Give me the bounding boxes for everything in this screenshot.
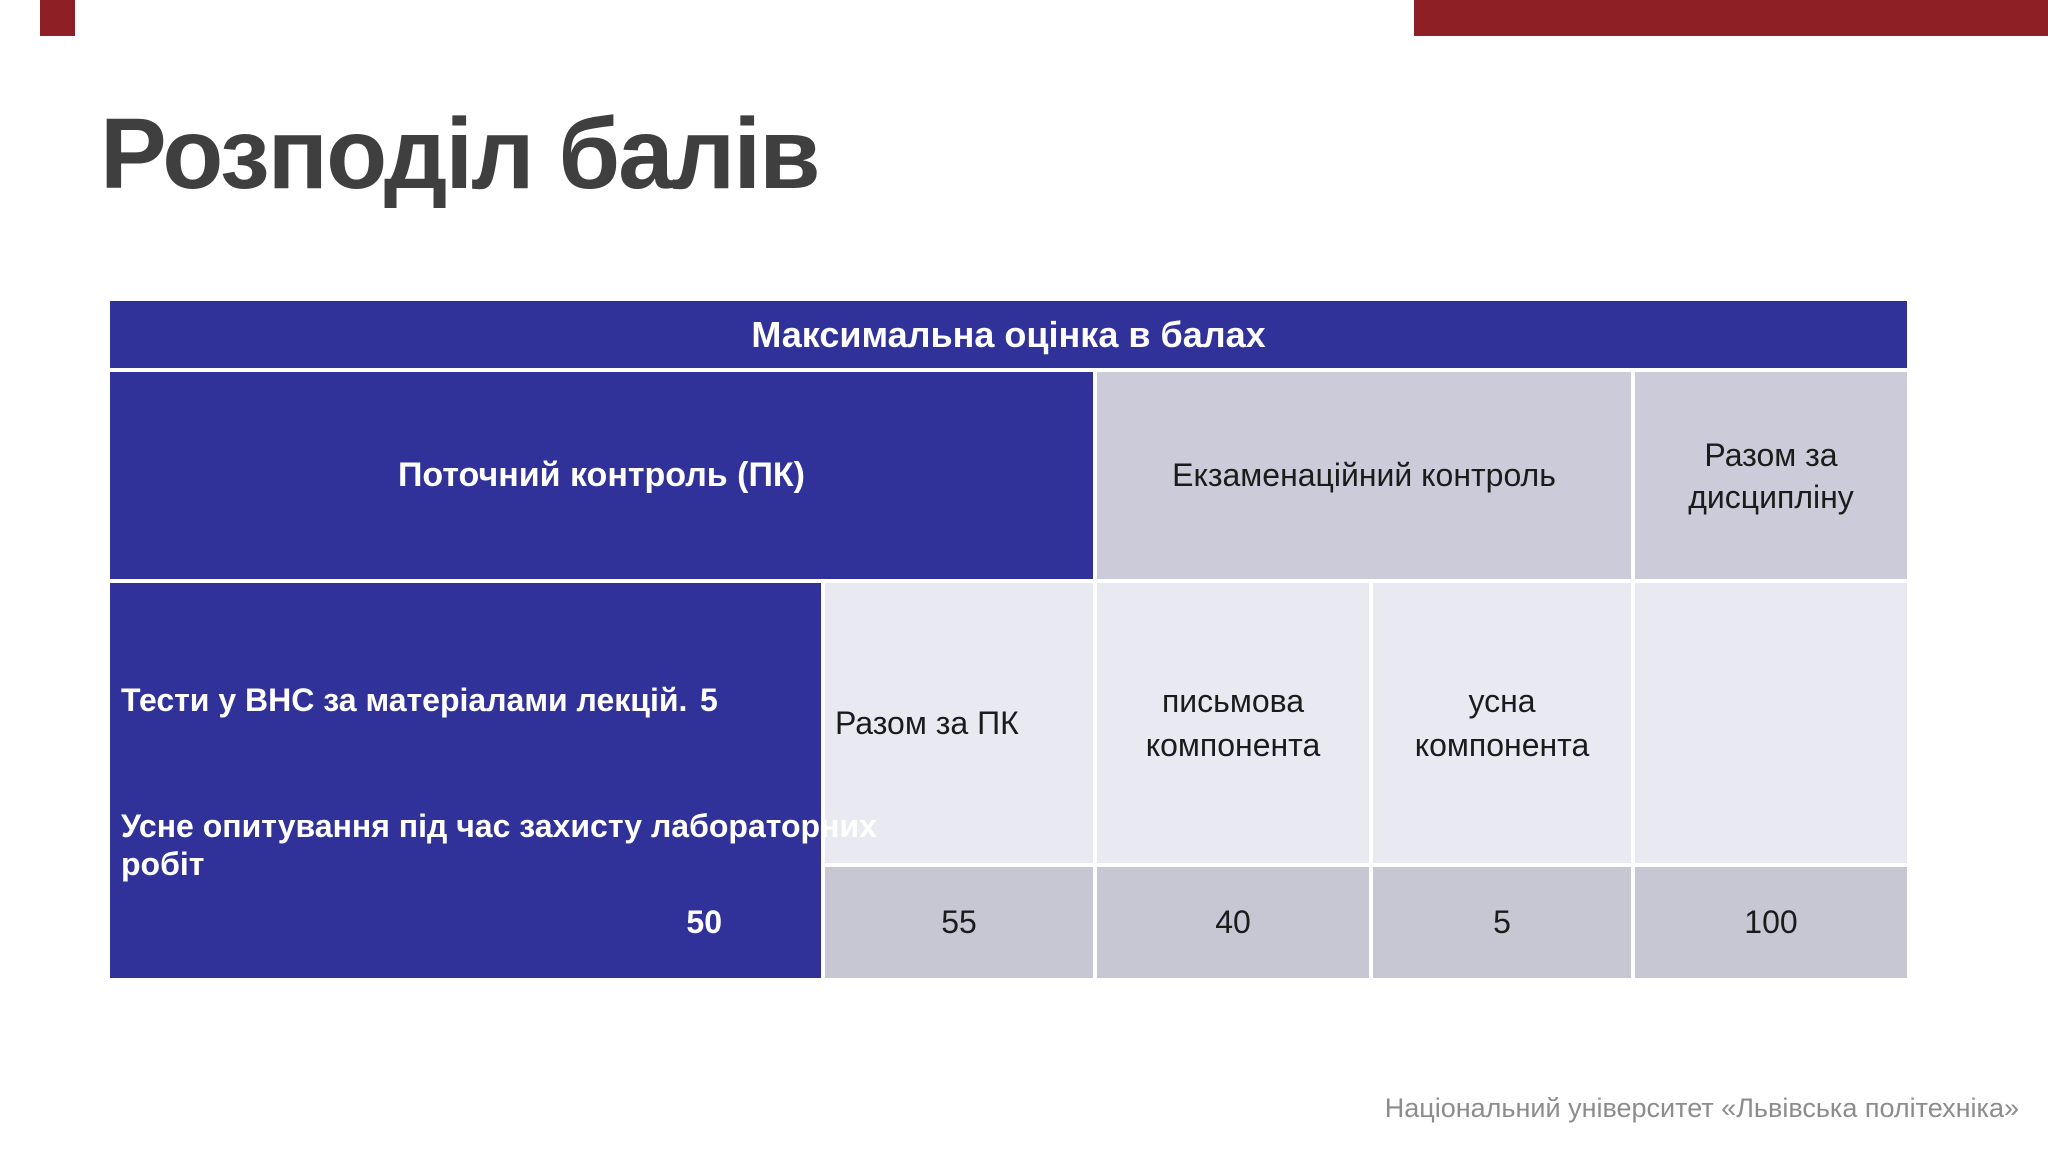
detail-item2-points: 50 [686, 904, 722, 940]
detail-item2-label-line2: робіт [121, 846, 205, 882]
university-footer: Національний університет «Львівська полі… [1384, 1093, 2019, 1123]
column-group-total-discipline: Разом за дисципліну [1635, 372, 1907, 579]
subheader-written-component: письмова компонента [1097, 583, 1369, 863]
detail-item1-points: 5 [700, 682, 718, 718]
empty-cell [1635, 583, 1907, 863]
value-total-pk: 55 [825, 867, 1093, 978]
subheader-oral-component: усна компонента [1373, 583, 1631, 863]
table-header-max-score: Максимальна оцінка в балах [110, 301, 1907, 368]
column-group-current-control: Поточний контроль (ПК) [110, 372, 1093, 579]
subheader-total-pk: Разом за ПК [825, 583, 1093, 863]
page-title: Розподіл балів [100, 98, 821, 210]
current-control-details-cell: Тести у ВНС за матеріалами лекцій. 5 Усн… [110, 583, 877, 978]
red-accent-square [40, 0, 75, 36]
column-group-exam-control: Екзаменаційний контроль [1097, 372, 1631, 579]
value-total-discipline: 100 [1635, 867, 1907, 978]
red-accent-bar [1414, 0, 2048, 36]
score-distribution-table: Максимальна оцінка в балах Поточний конт… [110, 301, 1907, 978]
value-written-component: 40 [1097, 867, 1369, 978]
detail-item1-label: Тести у ВНС за матеріалами лекцій. [121, 682, 688, 718]
detail-item2-label-line1: Усне опитування під час захисту лаборато… [121, 808, 877, 844]
value-oral-component: 5 [1373, 867, 1631, 978]
